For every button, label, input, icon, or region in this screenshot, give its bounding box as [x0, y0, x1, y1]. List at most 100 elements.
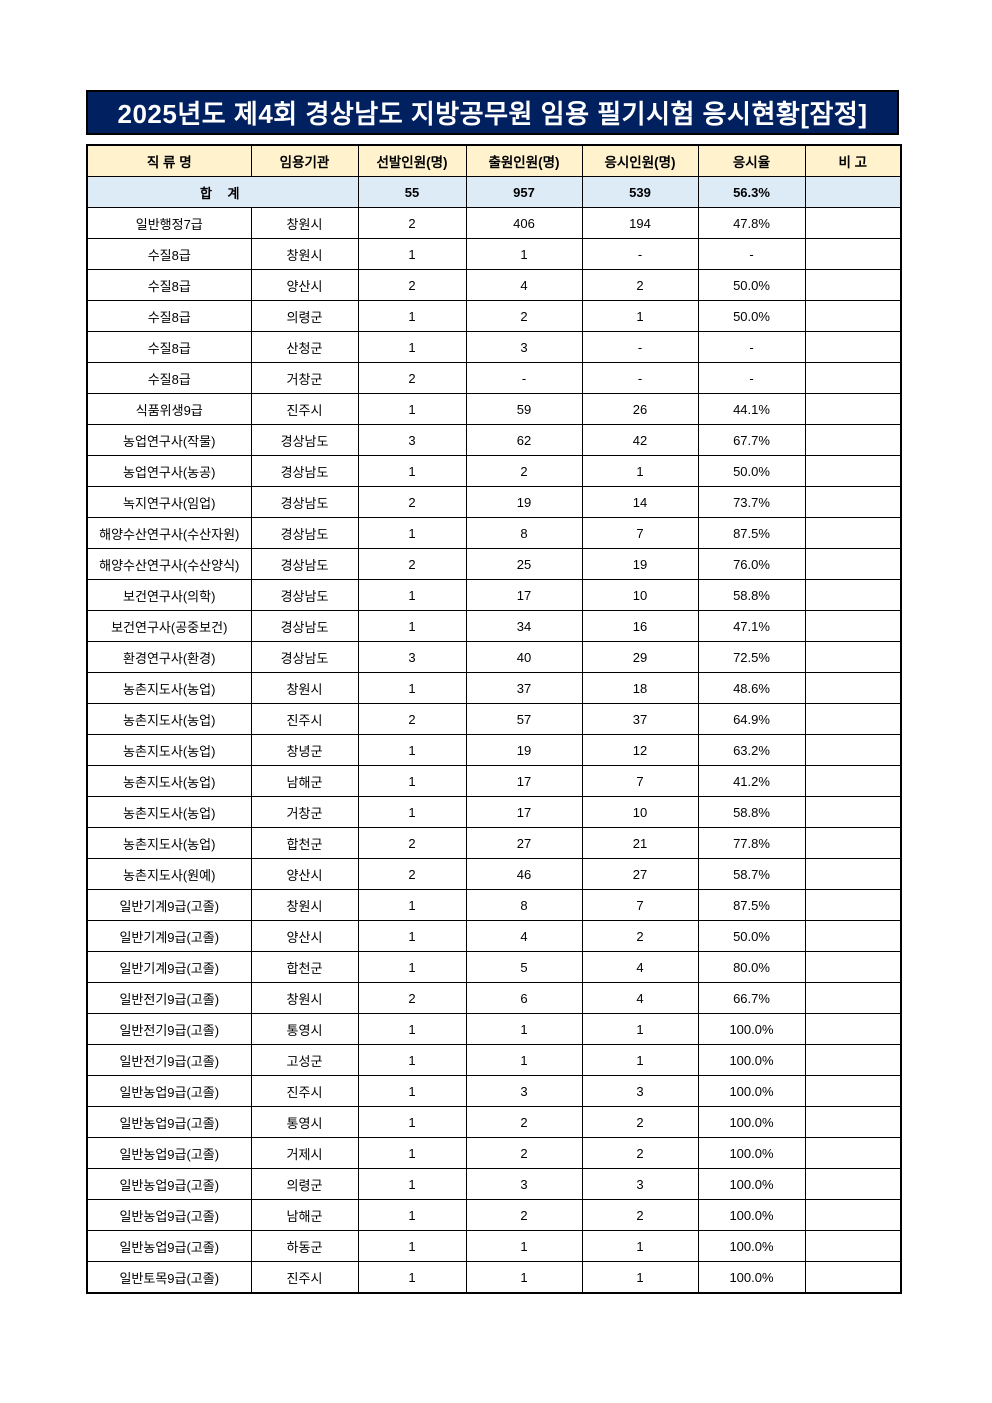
- table-row: 일반전기9급(고졸) 창원시 2 6 4 66.7%: [86, 982, 902, 1014]
- rate-cell: 48.6%: [697, 672, 806, 704]
- note-cell: [804, 269, 902, 301]
- table-row: 보건연구사(공중보건) 경상남도 1 34 16 47.1%: [86, 610, 902, 642]
- rate-cell: 44.1%: [697, 393, 806, 425]
- attended-cell: 2: [581, 920, 699, 952]
- attended-cell: 10: [581, 796, 699, 828]
- selected-cell: 3: [357, 641, 467, 673]
- selected-cell: 1: [357, 1044, 467, 1076]
- agency-cell: 창원시: [250, 238, 359, 270]
- applied-cell: 2: [465, 1199, 583, 1231]
- col-header-note: 비 고: [804, 144, 902, 177]
- rate-cell: 80.0%: [697, 951, 806, 983]
- applied-cell: 8: [465, 889, 583, 921]
- note-cell: [804, 703, 902, 735]
- job-cell: 보건연구사(공중보건): [86, 610, 252, 642]
- applied-cell: 40: [465, 641, 583, 673]
- agency-cell: 남해군: [250, 1199, 359, 1231]
- selected-cell: 2: [357, 858, 467, 890]
- total-selected: 55: [357, 176, 467, 208]
- selected-cell: 1: [357, 610, 467, 642]
- job-cell: 수질8급: [86, 331, 252, 363]
- attended-cell: 19: [581, 548, 699, 580]
- selected-cell: 1: [357, 1013, 467, 1045]
- rate-cell: 100.0%: [697, 1106, 806, 1138]
- selected-cell: 1: [357, 734, 467, 766]
- attended-cell: 10: [581, 579, 699, 611]
- selected-cell: 1: [357, 393, 467, 425]
- attended-cell: 42: [581, 424, 699, 456]
- rate-cell: 76.0%: [697, 548, 806, 580]
- note-cell: [804, 672, 902, 704]
- agency-cell: 산청군: [250, 331, 359, 363]
- attended-cell: 18: [581, 672, 699, 704]
- applied-cell: 37: [465, 672, 583, 704]
- rate-cell: 100.0%: [697, 1230, 806, 1262]
- col-header-selected: 선발인원(명): [357, 144, 467, 177]
- table-row: 해양수산연구사(수산양식) 경상남도 2 25 19 76.0%: [86, 548, 902, 580]
- col-header-rate: 응시율: [697, 144, 806, 177]
- rate-cell: 100.0%: [697, 1075, 806, 1107]
- job-cell: 일반전기9급(고졸): [86, 1013, 252, 1045]
- table-row: 해양수산연구사(수산자원) 경상남도 1 8 7 87.5%: [86, 517, 902, 549]
- agency-cell: 경상남도: [250, 579, 359, 611]
- rate-cell: 87.5%: [697, 517, 806, 549]
- table-row: 농촌지도사(원예) 양산시 2 46 27 58.7%: [86, 858, 902, 890]
- job-cell: 수질8급: [86, 300, 252, 332]
- table-row: 농업연구사(작물) 경상남도 3 62 42 67.7%: [86, 424, 902, 456]
- rate-cell: 67.7%: [697, 424, 806, 456]
- selected-cell: 2: [357, 362, 467, 394]
- selected-cell: 1: [357, 765, 467, 797]
- table-row: 농촌지도사(농업) 합천군 2 27 21 77.8%: [86, 827, 902, 859]
- applied-cell: 19: [465, 734, 583, 766]
- applied-cell: 5: [465, 951, 583, 983]
- note-cell: [804, 1230, 902, 1262]
- table-row: 환경연구사(환경) 경상남도 3 40 29 72.5%: [86, 641, 902, 673]
- selected-cell: 1: [357, 1137, 467, 1169]
- rate-cell: 50.0%: [697, 300, 806, 332]
- applied-cell: 2: [465, 300, 583, 332]
- agency-cell: 창원시: [250, 672, 359, 704]
- col-header-job: 직 류 명: [86, 144, 252, 177]
- job-cell: 일반농업9급(고졸): [86, 1106, 252, 1138]
- table-row: 일반농업9급(고졸) 하동군 1 1 1 100.0%: [86, 1230, 902, 1262]
- rate-cell: 77.8%: [697, 827, 806, 859]
- applied-cell: 59: [465, 393, 583, 425]
- attended-cell: 7: [581, 889, 699, 921]
- note-cell: [804, 1261, 902, 1294]
- col-header-applied: 출원인원(명): [465, 144, 583, 177]
- total-rate: 56.3%: [697, 176, 806, 208]
- selected-cell: 1: [357, 300, 467, 332]
- job-cell: 농업연구사(농공): [86, 455, 252, 487]
- selected-cell: 1: [357, 517, 467, 549]
- agency-cell: 경상남도: [250, 517, 359, 549]
- table-row: 수질8급 거창군 2- - -: [86, 362, 902, 394]
- note-cell: [804, 393, 902, 425]
- selected-cell: 1: [357, 1230, 467, 1262]
- attended-cell: 26: [581, 393, 699, 425]
- note-cell: [804, 734, 902, 766]
- table-row: 수질8급 양산시 2 4 2 50.0%: [86, 269, 902, 301]
- rate-cell: 41.2%: [697, 765, 806, 797]
- table-row: 수질8급 창원시 1 1- -: [86, 238, 902, 270]
- table-row: 일반농업9급(고졸) 의령군 1 3 3 100.0%: [86, 1168, 902, 1200]
- note-cell: [804, 300, 902, 332]
- note-cell: [804, 982, 902, 1014]
- table-row: 일반행정7급 창원시 2 406 194 47.8%: [86, 207, 902, 239]
- attended-cell: 194: [581, 207, 699, 239]
- job-cell: 일반토목9급(고졸): [86, 1261, 252, 1294]
- applied-cell: 4: [465, 269, 583, 301]
- table-row: 일반토목9급(고졸) 진주시 1 1 1 100.0%: [86, 1261, 902, 1294]
- table-row: 수질8급 의령군 1 2 1 50.0%: [86, 300, 902, 332]
- job-cell: 해양수산연구사(수산양식): [86, 548, 252, 580]
- table-row: 농촌지도사(농업) 남해군 1 17 7 41.2%: [86, 765, 902, 797]
- attended-cell: 21: [581, 827, 699, 859]
- rate-cell: 100.0%: [697, 1044, 806, 1076]
- table-row: 보건연구사(의학) 경상남도 1 17 10 58.8%: [86, 579, 902, 611]
- table-row: 일반기계9급(고졸) 창원시 1 8 7 87.5%: [86, 889, 902, 921]
- note-cell: [804, 796, 902, 828]
- rate-cell: -: [697, 331, 806, 363]
- attended-cell: 12: [581, 734, 699, 766]
- job-cell: 농촌지도사(농업): [86, 765, 252, 797]
- agency-cell: 진주시: [250, 1075, 359, 1107]
- selected-cell: 1: [357, 951, 467, 983]
